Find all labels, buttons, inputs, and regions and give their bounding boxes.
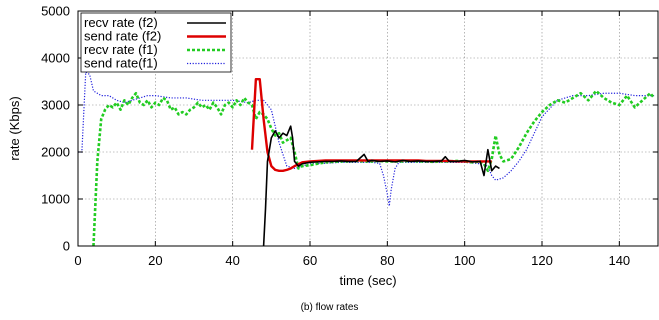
legend-label: recv rate (f1) bbox=[84, 42, 158, 57]
legend-label: send rate (f2) bbox=[84, 29, 161, 44]
axis-ticks: 0 20 40 60 80 100 120 140 0 1000 2000 3000 4000 5000 bbox=[41, 4, 658, 268]
series-line-4 bbox=[78, 71, 655, 207]
y-tick-label: 2000 bbox=[41, 145, 70, 160]
x-tick-label: 80 bbox=[380, 253, 394, 268]
x-tick-label: 0 bbox=[74, 253, 81, 268]
y-tick-label: 5000 bbox=[41, 4, 70, 19]
x-tick-label: 20 bbox=[148, 253, 162, 268]
line-chart: 0 20 40 60 80 100 120 140010002000300040005000 … bbox=[7, 4, 659, 288]
legend: recv rate (f2)send rate (f2)recv rate (f… bbox=[80, 12, 232, 73]
series-line-3 bbox=[92, 89, 656, 246]
series-line-1 bbox=[262, 125, 500, 246]
x-tick-label: 120 bbox=[531, 253, 553, 268]
y-tick-label: 1000 bbox=[41, 192, 70, 207]
x-tick-label: 140 bbox=[608, 253, 630, 268]
x-tick-label: 60 bbox=[303, 253, 317, 268]
y-axis-label: rate (Kbps) bbox=[7, 96, 22, 160]
y-tick-label: 3000 bbox=[41, 98, 70, 113]
legend-label: send rate(f1) bbox=[84, 56, 158, 71]
figure-caption: (b) flow rates bbox=[300, 302, 359, 313]
plot-frame bbox=[77, 10, 659, 247]
y-tick-label: 0 bbox=[63, 239, 70, 254]
series-line-2 bbox=[250, 77, 492, 173]
x-tick-label: 40 bbox=[225, 253, 239, 268]
x-tick-label: 100 bbox=[454, 253, 476, 268]
x-axis-label: time (sec) bbox=[339, 273, 396, 288]
legend-label: recv rate (f2) bbox=[84, 15, 158, 30]
series-lines bbox=[78, 71, 656, 246]
y-tick-label: 4000 bbox=[41, 51, 70, 66]
